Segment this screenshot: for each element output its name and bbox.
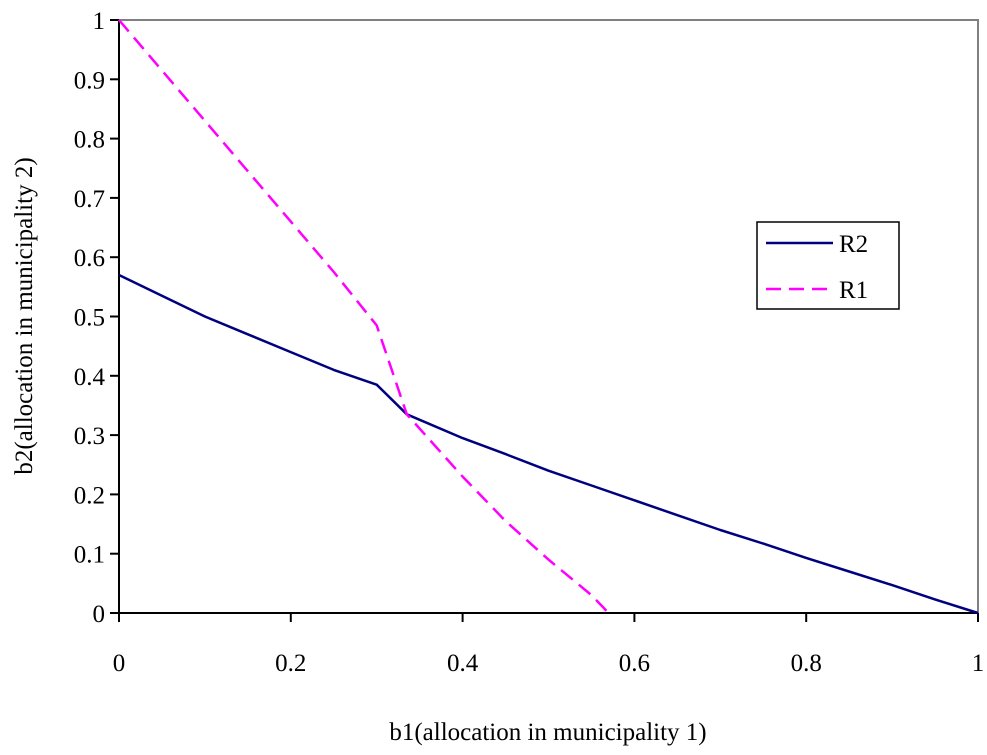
legend-box — [757, 222, 899, 309]
y-tick-label: 0.3 — [74, 423, 105, 450]
x-tick-label: 1 — [972, 650, 985, 677]
y-tick-label: 0.5 — [74, 305, 105, 332]
legend: R2 R1 — [757, 222, 899, 309]
x-axis: 0 0.2 0.4 0.6 0.8 1 — [113, 613, 985, 677]
x-tick-label: 0.2 — [275, 650, 306, 677]
y-tick-label: 1 — [93, 8, 106, 35]
y-tick-label: 0.6 — [74, 245, 105, 272]
y-tick-label: 0 — [93, 601, 106, 628]
y-tick-label: 0.2 — [74, 482, 105, 509]
x-tick-label: 0.6 — [619, 650, 650, 677]
y-tick-label: 0.8 — [74, 127, 105, 154]
plot-area — [119, 20, 978, 613]
y-axis: 0 0.1 0.2 0.3 0.4 0.5 0.6 0.7 0.8 0.9 1 — [74, 8, 119, 628]
x-tick-label: 0.8 — [791, 650, 822, 677]
legend-label-r2: R2 — [839, 231, 868, 258]
legend-label-r1: R1 — [839, 277, 868, 304]
y-tick-label: 0.7 — [74, 186, 105, 213]
x-tick-label: 0 — [113, 650, 126, 677]
x-axis-title: b1(allocation in municipality 1) — [389, 719, 706, 746]
y-tick-label: 0.4 — [74, 364, 106, 391]
y-axis-title: b2(allocation in municipality 2) — [11, 157, 38, 474]
y-tick-label: 0.1 — [74, 542, 105, 569]
y-tick-label: 0.9 — [74, 67, 105, 94]
x-tick-label: 0.4 — [447, 650, 479, 677]
